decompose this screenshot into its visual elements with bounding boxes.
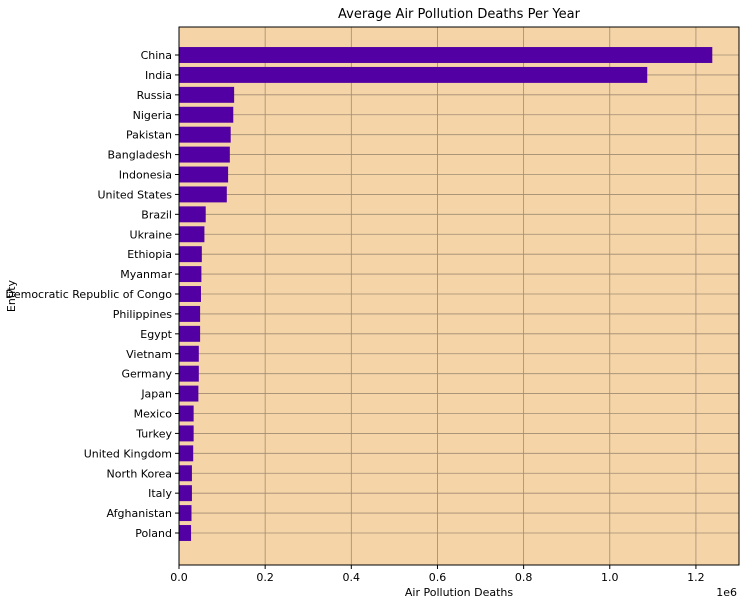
x-axis-scale-label: 1e6 — [716, 586, 737, 599]
bar — [179, 525, 192, 541]
bar — [179, 465, 192, 482]
bar — [179, 186, 227, 203]
y-tick-label: Bangladesh — [108, 149, 173, 162]
y-tick-label: Vietnam — [126, 348, 172, 361]
ticks: 0.0 0.2 0.4 0.6 0.8 1.0 1.2 China India Russia Nig… — [5, 49, 704, 584]
y-tick-label: Ukraine — [130, 228, 173, 241]
y-tick-label: Mexico — [134, 408, 173, 421]
y-tick-label: Russia — [137, 89, 172, 102]
bar — [179, 146, 230, 163]
bar — [179, 86, 235, 103]
y-tick-label: Germany — [121, 368, 172, 381]
y-tick-label: Afghanistan — [107, 507, 173, 520]
bar — [179, 166, 229, 183]
y-tick-label: India — [145, 69, 172, 82]
plot-frame — [178, 26, 740, 566]
bar — [179, 226, 205, 243]
bar — [179, 505, 192, 522]
x-tick-label: 0.0 — [170, 571, 188, 584]
bar — [179, 385, 199, 402]
bar — [179, 305, 201, 322]
x-tick-label: 0.2 — [256, 571, 274, 584]
x-tick-label: 0.4 — [343, 571, 361, 584]
bar — [179, 47, 713, 63]
y-tick-label: Poland — [135, 527, 172, 540]
bar — [179, 485, 192, 502]
y-tick-label: North Korea — [107, 467, 172, 480]
y-tick-label: United Kingdom — [84, 447, 172, 460]
y-tick-label: Turkey — [135, 427, 172, 440]
plot-background — [179, 27, 739, 565]
y-tick-label: Nigeria — [133, 109, 172, 122]
grid-lines — [178, 27, 739, 565]
y-tick-label: United States — [98, 188, 173, 201]
y-tick-label: Pakistan — [126, 129, 172, 142]
y-tick-label: Italy — [148, 487, 172, 500]
x-tick-label: 0.8 — [515, 571, 533, 584]
x-tick-label: 1.2 — [687, 571, 705, 584]
bar — [179, 266, 202, 283]
bar — [179, 345, 199, 362]
y-axis-label: Entity — [5, 279, 18, 312]
x-tick-label: 0.6 — [429, 571, 447, 584]
bar — [179, 286, 201, 302]
bar — [179, 246, 202, 263]
bar — [179, 66, 648, 83]
bar — [179, 365, 199, 382]
y-tick-label: Ethiopia — [127, 248, 172, 261]
bar — [179, 445, 194, 462]
bar — [179, 425, 194, 442]
y-tick-label: Philippines — [113, 308, 173, 321]
y-tick-label: Egypt — [140, 328, 172, 341]
y-tick-label: Myanmar — [120, 268, 172, 281]
y-tick-label: Japan — [140, 388, 172, 401]
x-axis-label: Air Pollution Deaths — [405, 586, 513, 599]
bar — [179, 405, 194, 422]
bar — [179, 106, 234, 123]
y-tick-label: China — [141, 49, 172, 62]
bar — [179, 206, 206, 223]
y-tick-label: Democratic Republic of Congo — [5, 288, 172, 301]
x-tick-label: 1.0 — [601, 571, 619, 584]
y-tick-label: Indonesia — [119, 169, 172, 182]
bar — [179, 325, 201, 342]
y-tick-label: Brazil — [141, 208, 172, 221]
bar — [179, 126, 231, 143]
bars — [179, 47, 713, 541]
chart-title: Average Air Pollution Deaths Per Year — [338, 7, 581, 22]
